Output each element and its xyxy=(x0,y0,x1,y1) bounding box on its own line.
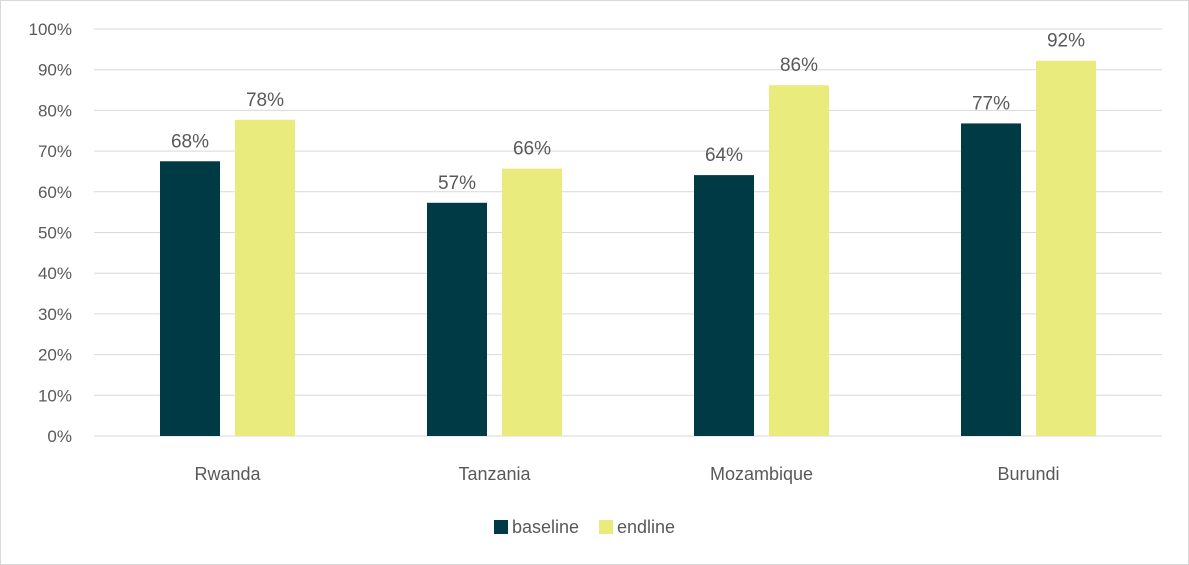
data-label: 77% xyxy=(972,93,1010,114)
y-tick-label: 70% xyxy=(38,142,72,161)
bars xyxy=(160,60,1096,437)
y-tick-label: 40% xyxy=(38,264,72,283)
x-category-label: Mozambique xyxy=(710,464,813,484)
x-axis-categories: Rwanda Tanzania Mozambique Burundi xyxy=(194,464,1059,484)
bar-endline xyxy=(235,119,295,437)
x-category-label: Rwanda xyxy=(194,464,261,484)
x-category-label: Tanzania xyxy=(458,464,531,484)
y-tick-label: 20% xyxy=(38,346,72,365)
bar-endline xyxy=(1036,60,1096,436)
y-tick-label: 100% xyxy=(29,20,72,39)
y-tick-label: 60% xyxy=(38,183,72,202)
bar-baseline xyxy=(961,123,1021,436)
bar-baseline xyxy=(694,175,754,436)
data-labels: 68% 78% 57% 66% 64% 86% 77% 92% xyxy=(171,31,1085,194)
y-tick-label: 50% xyxy=(38,224,72,243)
y-tick-label: 10% xyxy=(38,386,72,405)
data-label: 66% xyxy=(513,139,551,160)
legend: baseline endline xyxy=(494,517,675,537)
data-label: 57% xyxy=(438,173,476,194)
y-tick-label: 0% xyxy=(47,427,72,446)
data-label: 92% xyxy=(1047,31,1085,52)
legend-swatch-endline xyxy=(599,520,613,534)
bar-endline xyxy=(769,85,829,436)
data-label: 78% xyxy=(246,90,284,111)
y-axis-ticks: 0% 10% 20% 30% 40% 50% 60% 70% 80% 90% 100% xyxy=(29,20,72,446)
data-label: 68% xyxy=(171,131,209,152)
bar-baseline xyxy=(427,202,487,436)
bar-baseline xyxy=(160,161,220,436)
legend-swatch-baseline xyxy=(494,520,508,534)
data-label: 64% xyxy=(705,145,743,166)
y-tick-label: 80% xyxy=(38,101,72,120)
x-category-label: Burundi xyxy=(997,464,1059,484)
y-tick-label: 30% xyxy=(38,305,72,324)
bar-endline xyxy=(502,168,562,436)
y-tick-label: 90% xyxy=(38,61,72,80)
legend-label-endline: endline xyxy=(617,517,675,537)
data-label: 86% xyxy=(780,55,818,76)
legend-label-baseline: baseline xyxy=(512,517,579,537)
